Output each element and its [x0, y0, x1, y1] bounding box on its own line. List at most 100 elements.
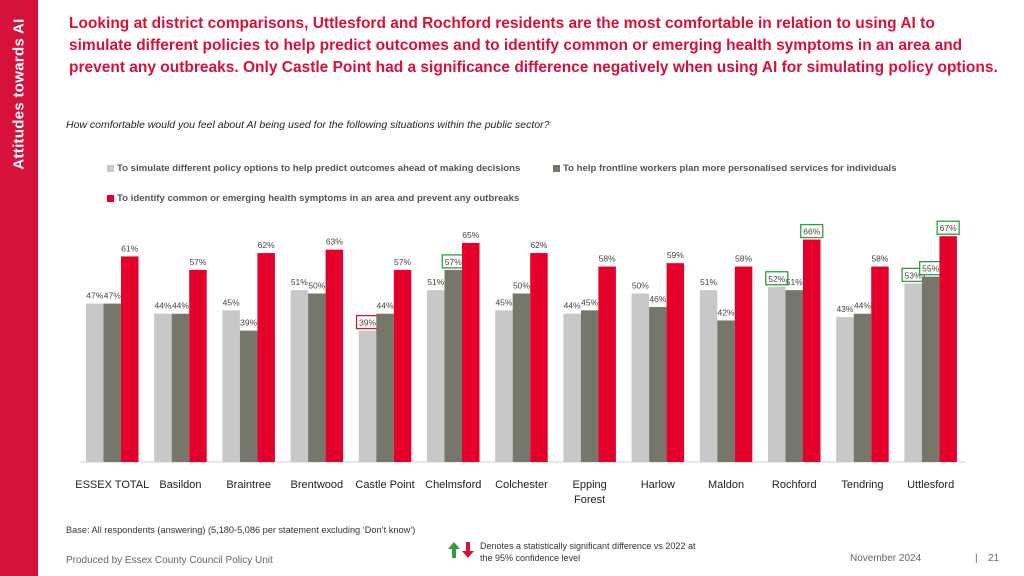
bar — [358, 330, 377, 462]
data-label: 45% — [581, 297, 598, 307]
report-date: November 2024 — [850, 553, 922, 564]
data-label: 47% — [104, 291, 121, 301]
data-label: 39% — [240, 318, 257, 328]
data-label: 62% — [530, 240, 547, 250]
category-label: Castle Point — [355, 479, 414, 491]
category-label: Forest — [574, 494, 605, 506]
data-label: 51% — [786, 277, 803, 287]
bar — [666, 263, 685, 462]
data-label: 58% — [871, 254, 888, 264]
significance-box — [765, 271, 789, 286]
bar — [530, 253, 548, 462]
category-label: Brentwood — [291, 479, 344, 491]
bar — [904, 283, 922, 462]
data-label: 63% — [326, 237, 343, 247]
category-label: Colchester — [495, 479, 548, 491]
up-arrow-icon — [448, 542, 460, 558]
bar — [393, 269, 412, 462]
category-label: Braintree — [226, 479, 271, 491]
data-label: 57% — [189, 257, 206, 267]
bar — [86, 303, 104, 462]
bar — [171, 313, 190, 462]
data-label: 52% — [768, 274, 785, 284]
data-label: 47% — [86, 291, 103, 301]
bar — [699, 290, 718, 462]
significance-box — [800, 223, 824, 239]
legend-item-frontline-services: To help frontline workers plan more pers… — [553, 163, 897, 174]
legend-label: To simulate different policy options to … — [117, 163, 521, 174]
data-label: 57% — [394, 257, 411, 267]
data-label: 44% — [154, 301, 171, 311]
data-label: 57% — [445, 257, 462, 267]
data-label: 67% — [940, 223, 957, 233]
bar — [512, 293, 531, 462]
bar — [871, 266, 889, 462]
data-label: 65% — [462, 230, 479, 240]
bar — [308, 293, 326, 462]
bar — [495, 310, 513, 462]
significance-arrows — [448, 542, 474, 558]
bar — [462, 242, 480, 462]
category-label: Uttlesford — [907, 479, 954, 491]
bar — [649, 306, 667, 462]
data-label: 51% — [291, 277, 308, 287]
category-label: Tendring — [841, 479, 883, 491]
category-label: Epping — [573, 479, 607, 491]
data-label: 44% — [172, 301, 189, 311]
bar — [939, 236, 957, 462]
data-label: 58% — [599, 254, 616, 264]
sidebar: Attitudes towards AI — [0, 0, 38, 576]
bar — [631, 293, 650, 462]
legend-swatch — [553, 165, 560, 172]
bar — [154, 313, 172, 462]
data-label: 44% — [377, 301, 394, 311]
bar — [768, 286, 786, 462]
category-label: ESSEX TOTAL — [75, 479, 149, 491]
produced-by: Produced by Essex County Council Policy … — [66, 555, 273, 566]
category-label: Maldon — [708, 479, 744, 491]
bar — [734, 266, 753, 462]
legend-item-policy-simulation: To simulate different policy options to … — [107, 163, 520, 174]
bar — [427, 290, 445, 462]
category-label: Harlow — [641, 479, 675, 491]
significance-note: Denotes a statistically significant diff… — [480, 541, 696, 563]
data-label: 51% — [427, 277, 444, 287]
bar — [580, 310, 599, 462]
data-label: 51% — [700, 277, 717, 287]
data-label: 50% — [632, 281, 649, 291]
data-label: 46% — [649, 294, 666, 304]
bar — [444, 269, 462, 462]
bar — [563, 313, 581, 462]
data-label: 45% — [223, 297, 240, 307]
bar — [189, 269, 207, 462]
bar — [803, 239, 821, 462]
data-label: 43% — [836, 304, 853, 314]
bar — [121, 256, 139, 462]
survey-question: How comfortable would you feel about AI … — [66, 119, 550, 131]
legend-swatch — [107, 165, 114, 172]
bar — [376, 313, 394, 462]
data-label: 44% — [564, 301, 581, 311]
significance-box — [936, 220, 960, 235]
category-label: Basildon — [159, 479, 201, 491]
data-label: 66% — [803, 227, 820, 237]
legend-label: To help frontline workers plan more pers… — [563, 163, 897, 174]
data-label: 44% — [854, 301, 871, 311]
bar — [853, 313, 872, 462]
data-label: 53% — [905, 270, 922, 280]
bar — [717, 320, 735, 462]
bar — [239, 330, 258, 462]
data-label: 58% — [735, 254, 752, 264]
data-label: 42% — [718, 307, 735, 317]
data-label: 50% — [308, 281, 325, 291]
legend-label: To identify common or emerging health sy… — [117, 193, 520, 204]
bar — [290, 290, 309, 462]
data-label: 62% — [258, 240, 275, 250]
page-number: 21 — [988, 553, 1000, 564]
data-label: 61% — [121, 243, 138, 253]
bar — [222, 310, 240, 462]
bar — [598, 266, 616, 462]
bar — [325, 249, 344, 462]
data-label: 45% — [495, 297, 512, 307]
